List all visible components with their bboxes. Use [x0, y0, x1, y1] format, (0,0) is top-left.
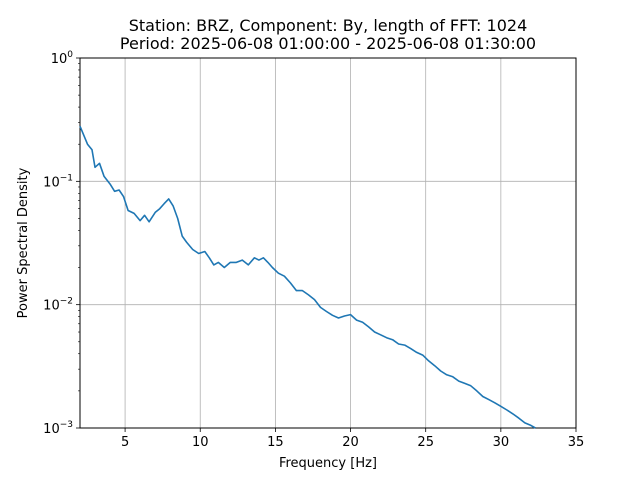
chart-subtitle: Period: 2025-06-08 01:00:00 - 2025-06-08… — [120, 34, 536, 53]
x-tick-label: 20 — [342, 435, 359, 450]
plot-frame — [79, 57, 577, 429]
y-tick-exponent: 0 — [67, 50, 73, 60]
y-tick-base: 10 — [43, 175, 60, 190]
y-tick-label: 100 — [51, 50, 74, 67]
y-tick-exponent: −1 — [60, 173, 73, 183]
x-tick-label: 10 — [192, 435, 209, 450]
x-axis-label: Frequency [Hz] — [279, 456, 377, 471]
x-tick-label: 25 — [417, 435, 434, 450]
y-tick-exponent: −2 — [60, 297, 73, 307]
y-tick-label: 10−2 — [43, 297, 73, 314]
y-tick-base: 10 — [51, 52, 68, 67]
x-tick-label: 30 — [493, 435, 510, 450]
y-tick-label: 10−3 — [43, 420, 73, 437]
y-tick-base: 10 — [43, 299, 60, 314]
y-tick-label: 10−1 — [43, 173, 73, 190]
grid-lines — [80, 57, 577, 429]
chart-title: Station: BRZ, Component: By, length of F… — [129, 16, 528, 35]
x-axis-ticks: 5 10 15 20 25 30 35 — [121, 428, 584, 450]
y-axis-label: Power Spectral Density — [16, 167, 31, 318]
x-tick-label: 5 — [121, 435, 129, 450]
x-tick-label: 15 — [267, 435, 284, 450]
series-layer — [79, 125, 536, 429]
x-tick-label: 35 — [568, 435, 585, 450]
y-tick-base: 10 — [43, 422, 60, 437]
psd-series-line — [79, 125, 536, 429]
y-tick-exponent: −3 — [60, 420, 73, 430]
